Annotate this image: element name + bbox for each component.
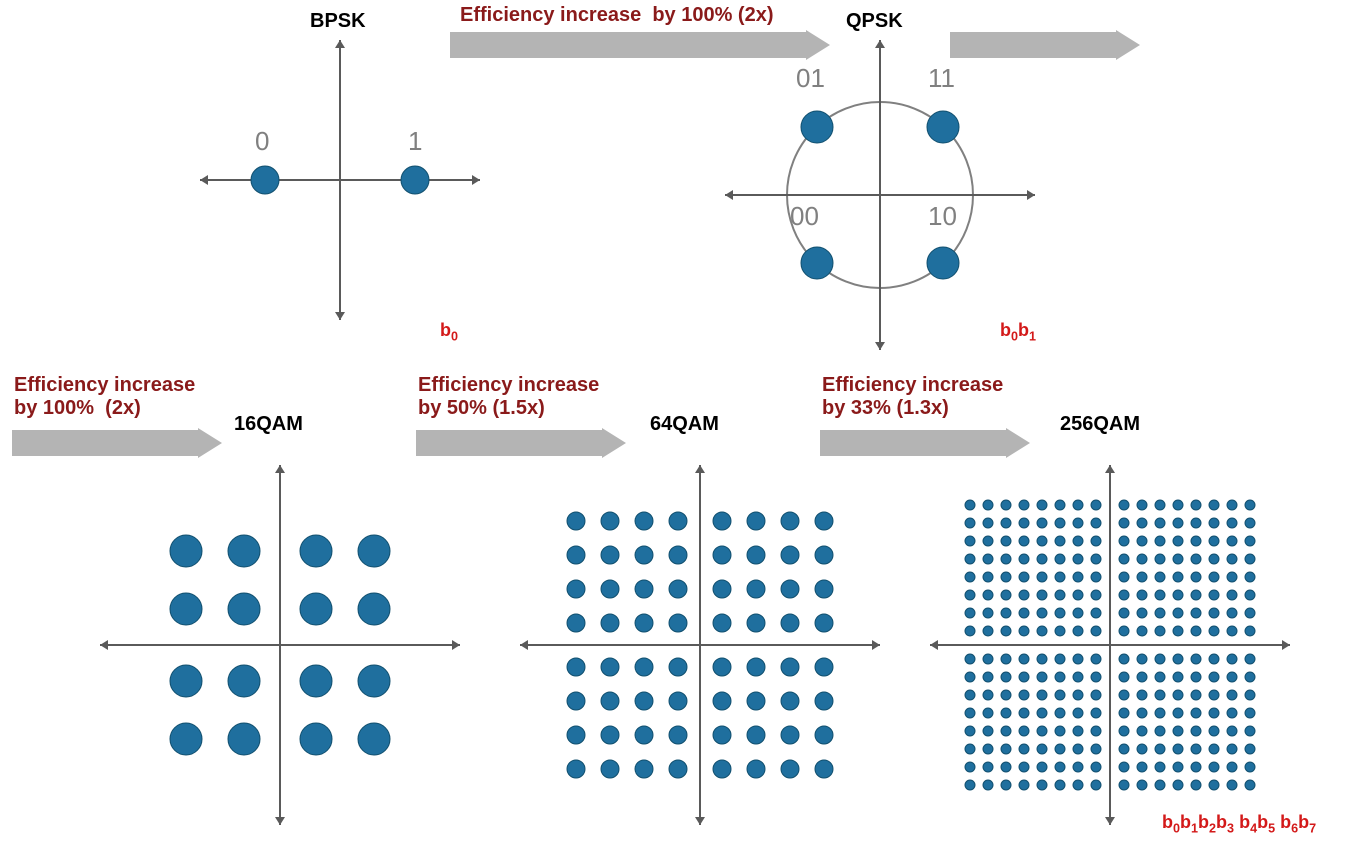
svg-text:11: 11 — [928, 63, 955, 93]
constellation-qam256 — [900, 435, 1320, 855]
efficiency-label: Efficiency increase by 50% (1.5x) — [418, 374, 599, 420]
svg-text:0: 0 — [255, 126, 269, 156]
scheme-title: 16QAM — [234, 413, 303, 436]
efficiency-label: Efficiency increase by 100% (2x) — [14, 374, 195, 420]
svg-text:1: 1 — [408, 126, 422, 156]
bits-label: b0b1b2b3 b4b5 b6b7 — [1162, 812, 1316, 836]
bits-label: b0b1 — [1000, 320, 1036, 344]
constellation-qam64 — [490, 435, 910, 855]
scheme-title: 256QAM — [1060, 413, 1140, 436]
svg-text:10: 10 — [928, 201, 957, 231]
bits-label: b0 — [440, 320, 458, 344]
constellation-bpsk: 01 — [170, 10, 510, 350]
scheme-title: 64QAM — [650, 413, 719, 436]
svg-text:00: 00 — [790, 201, 819, 231]
svg-text:01: 01 — [796, 63, 825, 93]
modulation-diagram: Efficiency increase by 100% (2x) Efficien… — [0, 0, 1350, 843]
efficiency-label: Efficiency increase by 33% (1.3x) — [822, 374, 1003, 420]
constellation-qam16 — [70, 435, 490, 855]
